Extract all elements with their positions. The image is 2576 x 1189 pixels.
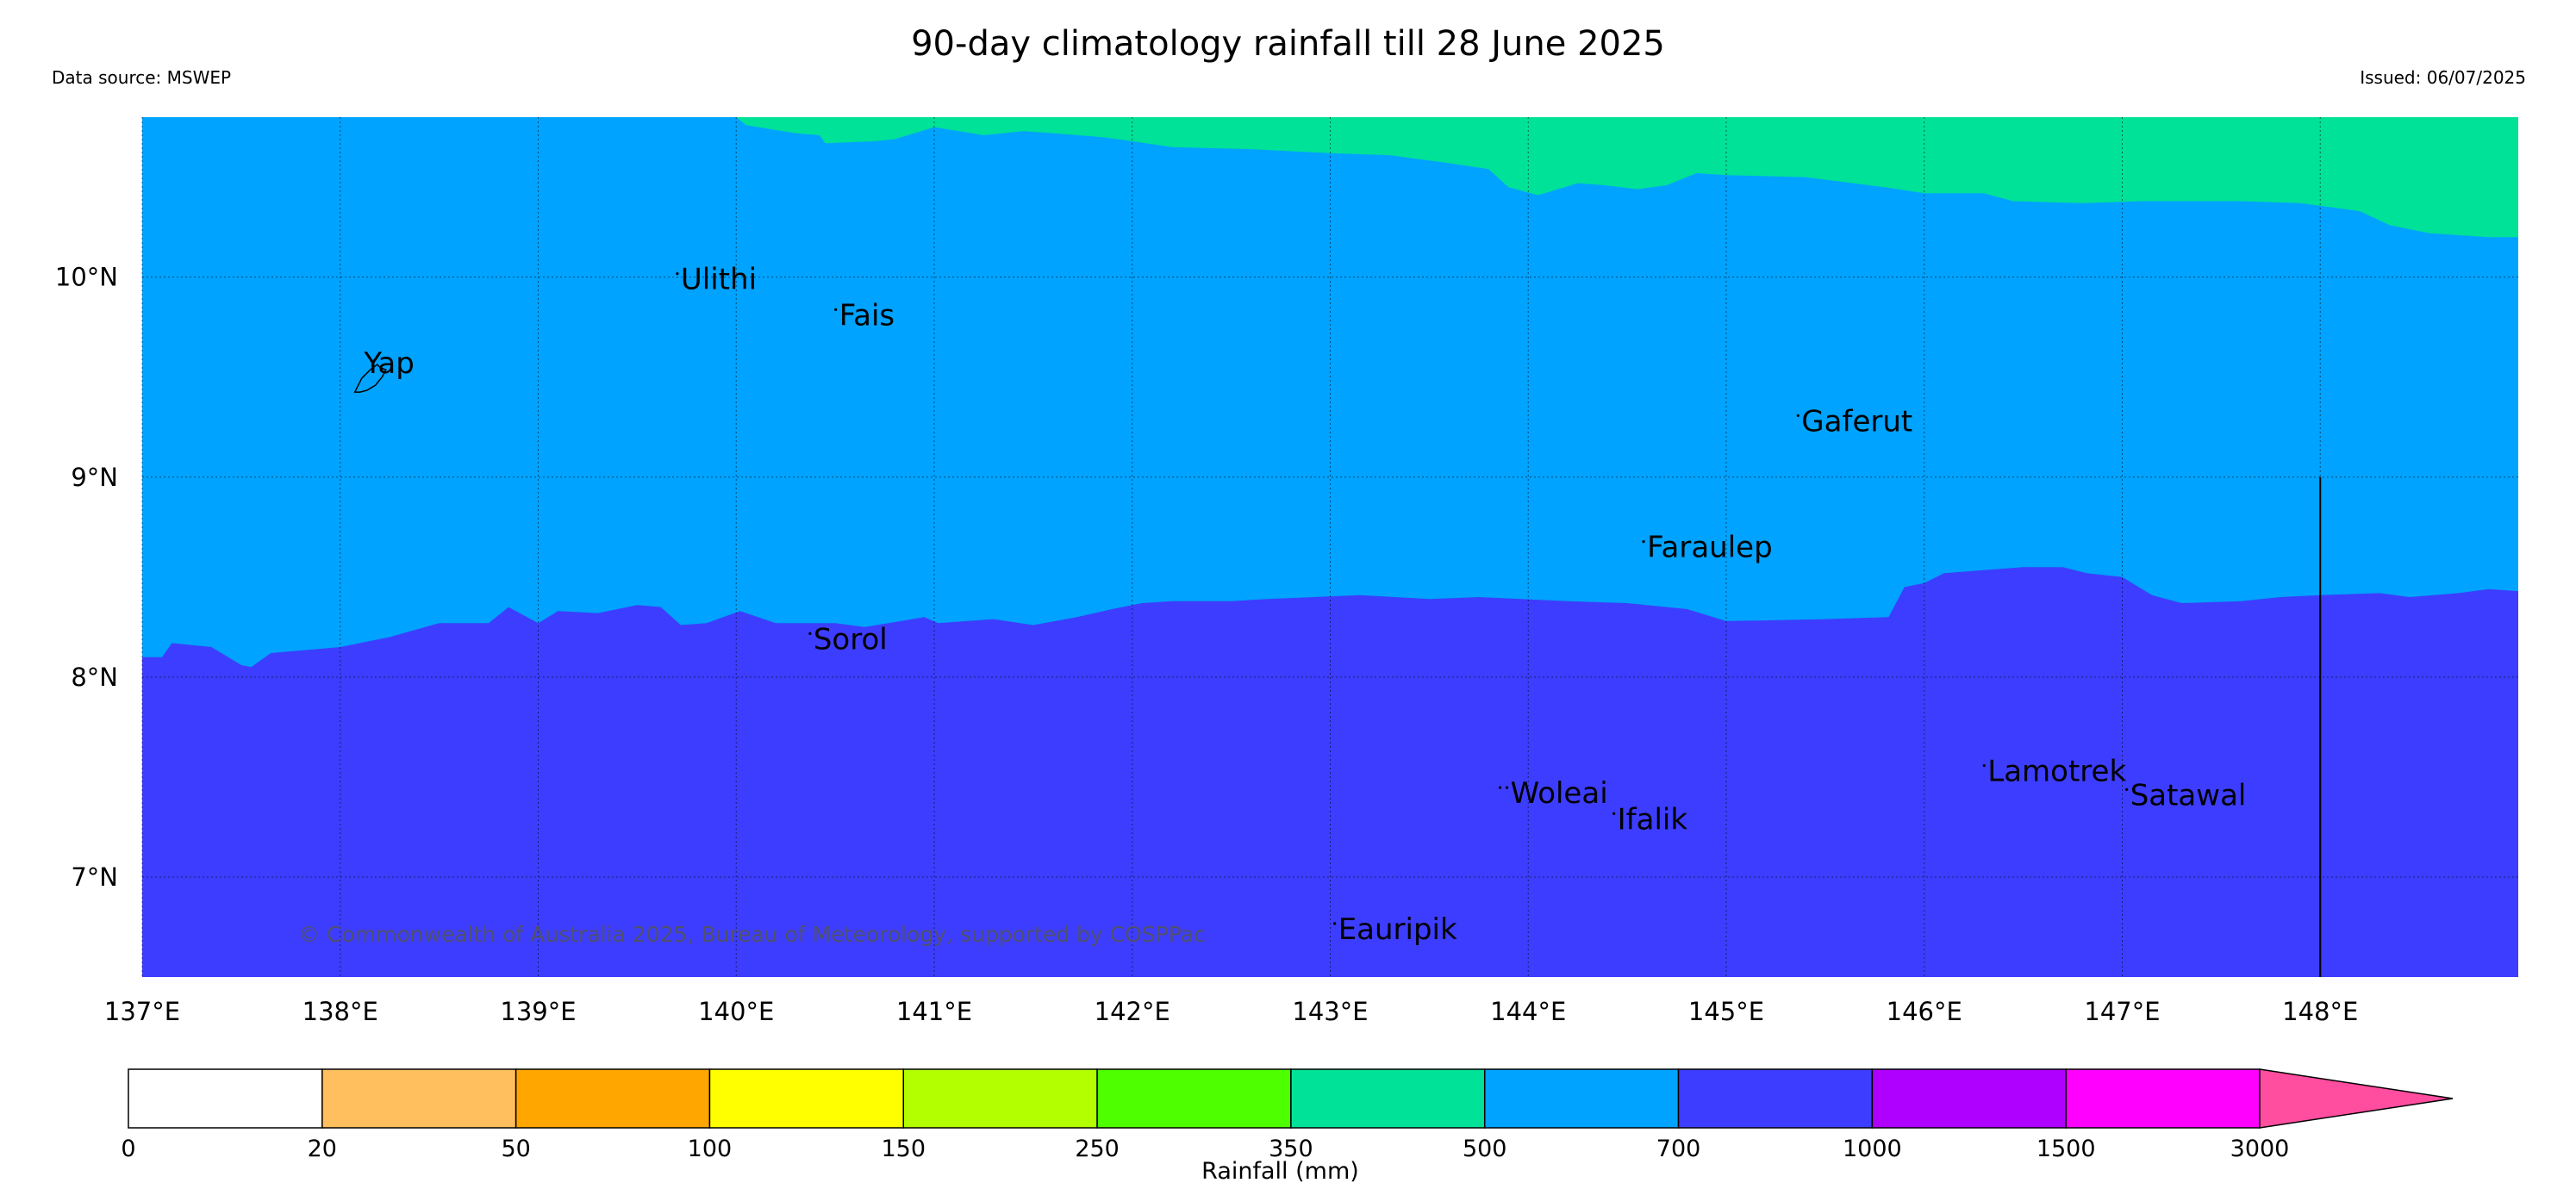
island-dot bbox=[1796, 414, 1799, 417]
colorbar-tick-label: 0 bbox=[121, 1136, 135, 1162]
island-dot bbox=[1505, 786, 1509, 789]
colorbar-label: Rainfall (mm) bbox=[1201, 1158, 1359, 1185]
lat-tick-label: 9°N bbox=[71, 463, 118, 492]
lon-tick-label: 144°E bbox=[1490, 997, 1566, 1026]
place-label: Yap bbox=[363, 346, 415, 381]
lat-tick-label: 8°N bbox=[71, 663, 118, 692]
lon-tick-label: 137°E bbox=[104, 997, 180, 1026]
place-label: Ifalik bbox=[1618, 802, 1688, 837]
colorbar-segment bbox=[1483, 1068, 1680, 1129]
island-dot bbox=[1498, 786, 1502, 789]
colorbar-tick-label: 350 bbox=[1269, 1136, 1313, 1162]
island-dot bbox=[808, 632, 812, 635]
colorbar-tick-label: 500 bbox=[1463, 1136, 1507, 1162]
colorbar-tick-label: 3000 bbox=[2230, 1136, 2290, 1162]
colorbar-segment bbox=[2065, 1068, 2261, 1129]
place-label: Faraulep bbox=[1647, 531, 1773, 565]
colorbar-segment bbox=[1290, 1068, 1486, 1129]
colorbar-segment bbox=[1677, 1068, 1874, 1129]
place-label: Sorol bbox=[814, 622, 888, 657]
colorbar-tick-label: 1500 bbox=[2036, 1136, 2096, 1162]
colorbar-segment bbox=[515, 1068, 711, 1129]
copyright-notice: © Commonwealth of Australia 2025, Bureau… bbox=[298, 922, 1206, 947]
colorbar-tick-label: 250 bbox=[1075, 1136, 1120, 1162]
lon-tick-label: 145°E bbox=[1688, 997, 1764, 1026]
lon-tick-label: 138°E bbox=[303, 997, 378, 1026]
colorbar-tick-label: 1000 bbox=[1843, 1136, 1902, 1162]
island-dot bbox=[676, 272, 679, 276]
colorbar-segment bbox=[1096, 1068, 1292, 1129]
lon-tick-label: 142°E bbox=[1095, 997, 1170, 1026]
island-dot bbox=[1333, 922, 1337, 925]
colorbar-segment bbox=[128, 1068, 323, 1129]
island-dot bbox=[1642, 540, 1645, 544]
colorbar-extend-arrow bbox=[2259, 1068, 2454, 1129]
colorbar-tick-label: 50 bbox=[501, 1136, 530, 1162]
place-label: Fais bbox=[839, 298, 895, 333]
place-label: Satawal bbox=[2130, 778, 2247, 812]
colorbar-segment bbox=[902, 1068, 1098, 1129]
island-dot bbox=[834, 308, 838, 311]
rainfall-band-500-700 bbox=[736, 117, 2518, 238]
place-label: Woleai bbox=[1511, 776, 1608, 811]
island-dot bbox=[2125, 787, 2129, 792]
colorbar-tick-label: 100 bbox=[688, 1136, 733, 1162]
lon-tick-label: 147°E bbox=[2084, 997, 2160, 1026]
lat-tick-label: 10°N bbox=[55, 263, 118, 292]
lon-tick-label: 143°E bbox=[1292, 997, 1368, 1026]
lon-tick-label: 146°E bbox=[1887, 997, 1962, 1026]
colorbar-tick-label: 700 bbox=[1656, 1136, 1701, 1162]
colorbar-tick-label: 20 bbox=[308, 1136, 337, 1162]
place-label: Ulithi bbox=[681, 263, 757, 297]
lon-tick-label: 148°E bbox=[2282, 997, 2358, 1026]
colorbar-segment bbox=[1871, 1068, 2067, 1129]
issued-date-label: Issued: 06/07/2025 bbox=[2360, 67, 2526, 88]
island-dot bbox=[1612, 812, 1616, 815]
map-title: 90-day climatology rainfall till 28 June… bbox=[911, 24, 1665, 64]
place-label: Eauripik bbox=[1338, 912, 1457, 947]
island-dot bbox=[1982, 763, 1986, 768]
place-label: Lamotrek bbox=[1987, 755, 2126, 789]
colorbar-segment bbox=[321, 1068, 517, 1129]
lat-tick-label: 7°N bbox=[71, 862, 118, 892]
place-label: Gaferut bbox=[1801, 404, 1912, 439]
colorbar-tick-label: 150 bbox=[881, 1136, 926, 1162]
data-source-label: Data source: MSWEP bbox=[52, 67, 232, 88]
lon-tick-label: 141°E bbox=[896, 997, 972, 1026]
colorbar-segment bbox=[708, 1068, 905, 1129]
yap-island-outline bbox=[353, 364, 387, 393]
lon-tick-label: 140°E bbox=[698, 997, 774, 1026]
lon-tick-label: 139°E bbox=[500, 997, 576, 1026]
